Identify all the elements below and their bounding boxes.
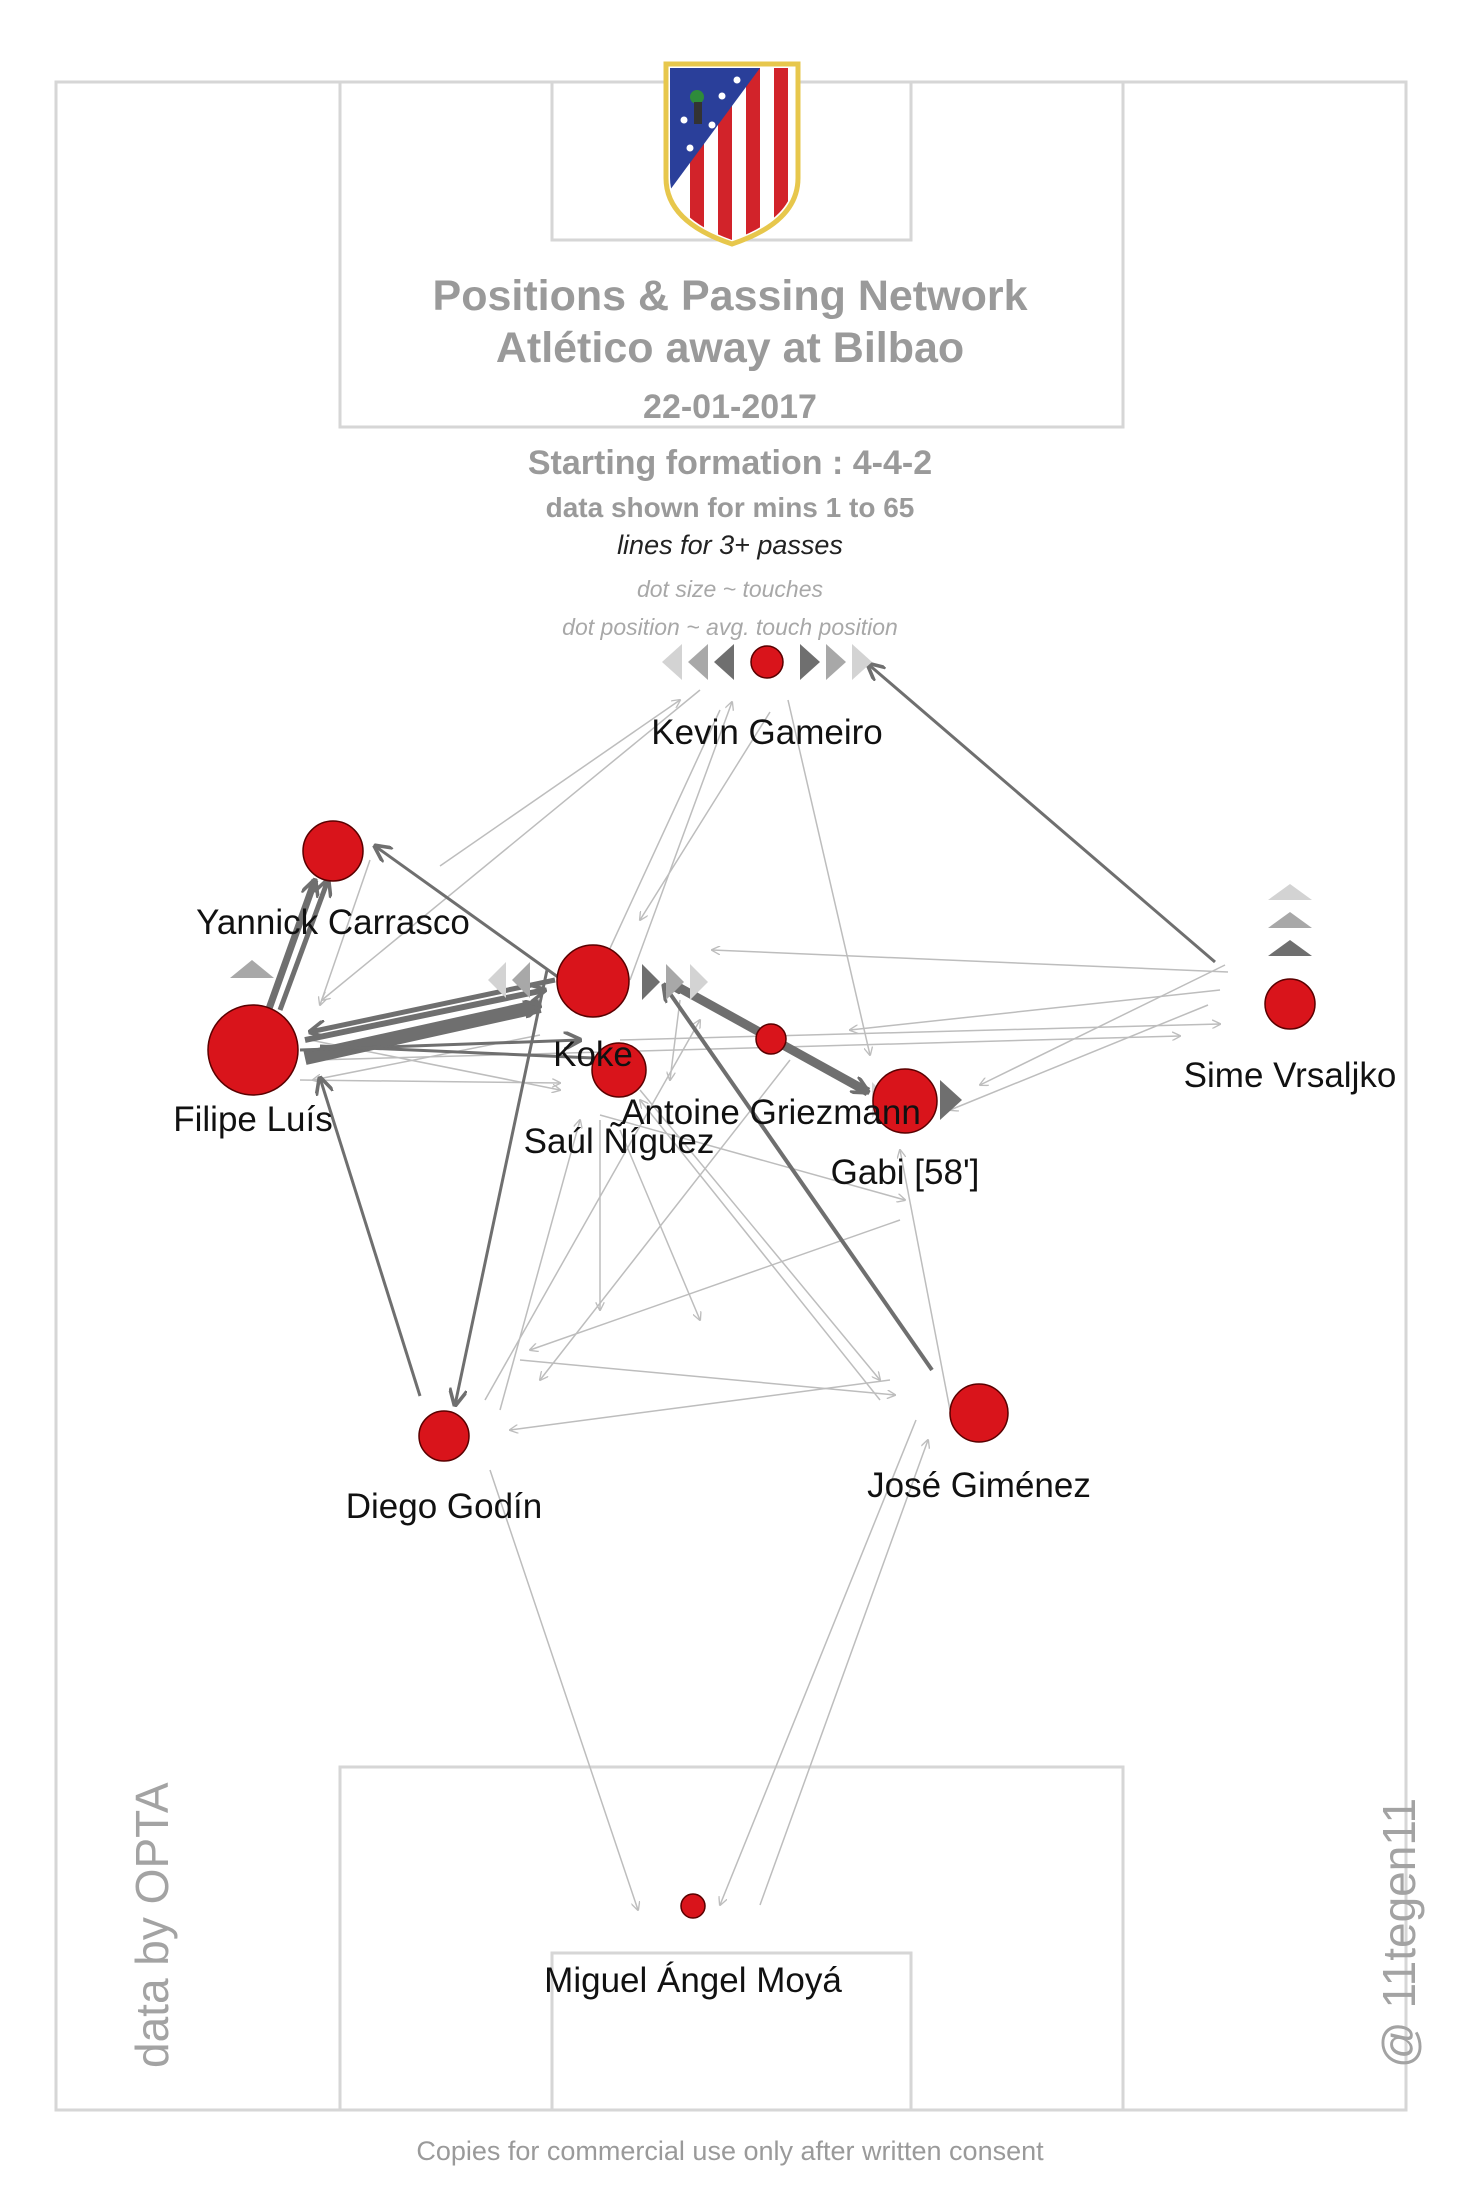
passing-lines-thin — [299, 689, 1229, 1910]
label-gabi: Gabi [58'] — [830, 1153, 980, 1192]
dot-gabi — [872, 1068, 938, 1134]
match-date: 22-01-2017 — [643, 388, 817, 426]
formation-note: Starting formation : 4-4-2 — [527, 444, 933, 482]
minutes-note: data shown for mins 1 to 65 — [545, 492, 915, 523]
dot-moya — [680, 1893, 706, 1919]
passing-lines-thick — [261, 664, 1216, 1405]
label-koke: Koke — [553, 1035, 633, 1074]
dot-griezmann — [755, 1023, 787, 1055]
player-dots — [207, 645, 1316, 1919]
dot-size-note: dot size ~ touches — [636, 576, 824, 602]
label-godin: Diego Godín — [345, 1487, 543, 1526]
lines-note: lines for 3+ passes — [617, 530, 843, 560]
dot-carrasco — [302, 820, 364, 882]
copyright-footer: Copies for commercial use only after wri… — [416, 2136, 1044, 2166]
dot-saul — [591, 1042, 647, 1098]
dot-vrsaljko — [1264, 978, 1316, 1030]
label-griezmann: Antoine Griezmann — [621, 1093, 921, 1132]
label-vrsaljko: Sime Vrsaljko — [1183, 1056, 1397, 1095]
dot-gameiro — [750, 645, 784, 679]
label-carrasco: Yannick Carrasco — [196, 903, 470, 942]
dot-gimenez — [949, 1383, 1009, 1443]
chart-subtitle: Atlético away at Bilbao — [495, 324, 965, 372]
label-gimenez: José Giménez — [867, 1466, 1091, 1505]
data-source-note: data by OPTA — [126, 1782, 178, 2068]
dot-filipe — [207, 1004, 299, 1096]
dot-position-note: dot position ~ avg. touch position — [562, 614, 898, 640]
label-moya: Miguel Ángel Moyá — [544, 1961, 842, 2000]
dot-koke — [556, 944, 630, 1018]
author-handle: @ 11tegen11 — [1373, 1797, 1425, 2068]
label-saul: Saúl Ñíguez — [523, 1122, 715, 1161]
label-gameiro: Kevin Gameiro — [651, 713, 883, 752]
atletico-madrid-crest — [663, 61, 801, 247]
chart-title: Positions & Passing Network — [432, 272, 1028, 320]
label-filipe: Filipe Luís — [173, 1100, 333, 1139]
dot-godin — [418, 1410, 470, 1462]
